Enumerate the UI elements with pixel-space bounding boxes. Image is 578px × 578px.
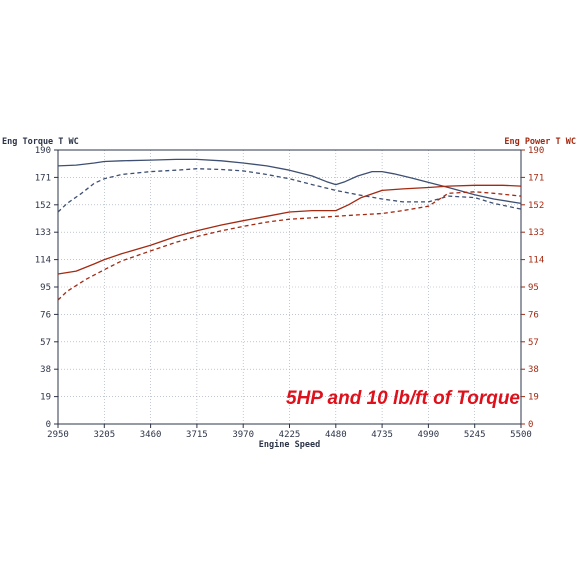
left-axis-ticks: 0 19 38 57 76 95 114 133 152 171 190 <box>35 146 58 430</box>
left-tick-label: 19 <box>40 393 51 403</box>
power-solid-line <box>57 184 522 275</box>
left-axis-title: Eng Torque T WC <box>2 137 79 147</box>
x-tick-label: 3715 <box>186 430 208 440</box>
x-tick-label: 5500 <box>510 430 532 440</box>
right-tick-label: 171 <box>528 173 544 183</box>
left-tick-label: 190 <box>35 146 51 156</box>
x-tick-label: 4990 <box>418 430 440 440</box>
right-tick-label: 152 <box>528 201 544 211</box>
x-tick-label: 4225 <box>279 430 301 440</box>
right-tick-label: 19 <box>528 393 539 403</box>
right-axis-title: Eng Power T WC <box>504 137 576 147</box>
power-dashed-line <box>57 191 522 301</box>
right-axis-ticks: 0 19 38 57 76 95 114 133 152 171 190 <box>521 146 544 430</box>
right-tick-label: 190 <box>528 146 544 156</box>
x-tick-label: 3970 <box>232 430 254 440</box>
left-tick-label: 0 <box>46 420 51 430</box>
chart-annotation: 5HP and 10 lb/ft of Torque <box>286 388 520 409</box>
x-tick-label: 3205 <box>93 430 115 440</box>
series-group <box>57 158 522 301</box>
left-tick-label: 38 <box>40 365 51 375</box>
left-tick-label: 152 <box>35 201 51 211</box>
x-axis-title: Engine Speed <box>259 439 320 450</box>
x-tick-label: 4735 <box>371 430 393 440</box>
left-tick-label: 57 <box>40 338 51 348</box>
right-tick-label: 114 <box>528 256 544 266</box>
right-tick-label: 95 <box>528 283 539 293</box>
x-tick-label: 4480 <box>325 430 347 440</box>
torque-solid-line <box>57 158 522 205</box>
right-tick-label: 0 <box>528 420 533 430</box>
torque-dashed-line <box>57 168 522 213</box>
x-tick-label: 5245 <box>464 430 486 440</box>
left-tick-label: 95 <box>40 283 51 293</box>
left-tick-label: 114 <box>35 256 51 266</box>
left-tick-label: 133 <box>35 228 51 238</box>
x-axis-ticks: 2950 3205 3460 3715 3970 4225 4480 4735 4990 5245… <box>47 424 532 440</box>
chart-grid <box>58 150 521 424</box>
right-tick-label: 38 <box>528 365 539 375</box>
x-tick-label: 3460 <box>140 430 162 440</box>
left-tick-label: 76 <box>40 310 51 320</box>
right-tick-label: 133 <box>528 228 544 238</box>
right-tick-label: 57 <box>528 338 539 348</box>
right-tick-label: 76 <box>528 310 539 320</box>
left-tick-label: 171 <box>35 173 51 183</box>
x-tick-label: 2950 <box>47 430 69 440</box>
